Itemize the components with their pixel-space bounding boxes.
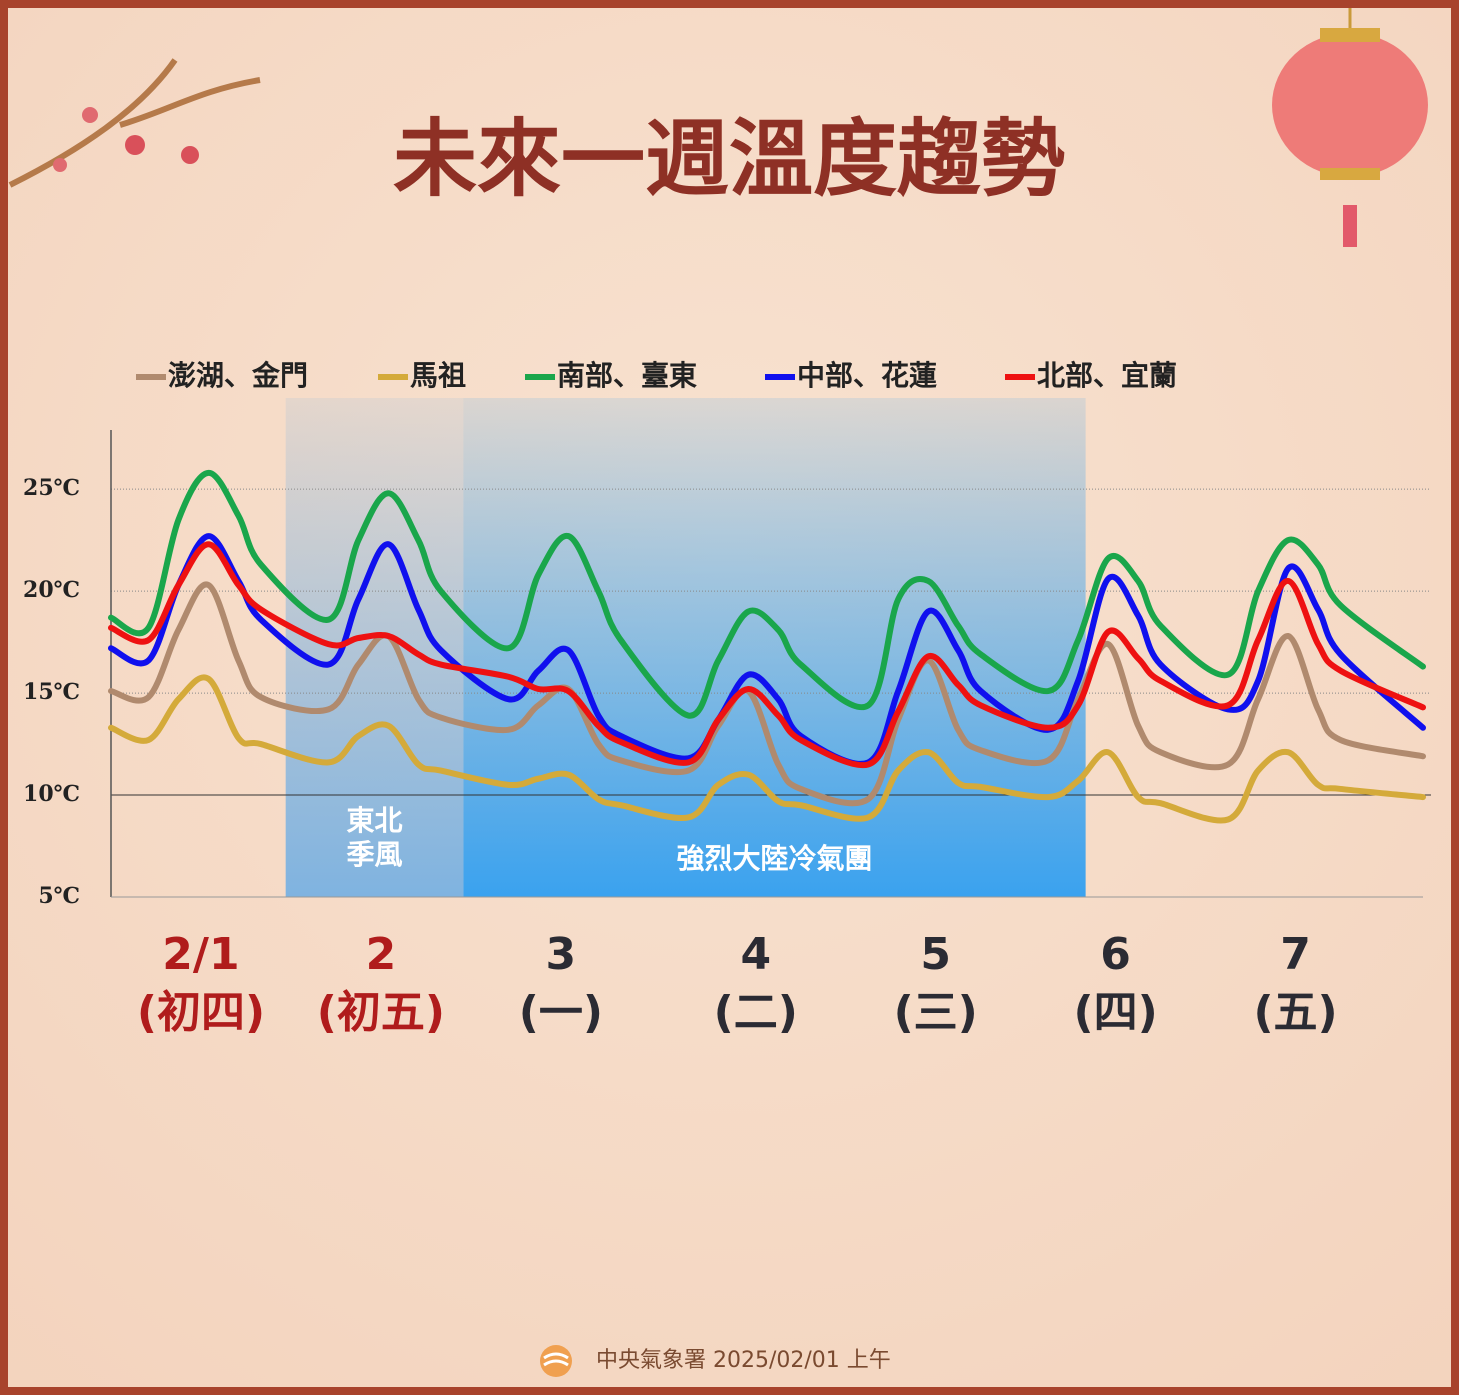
series-line bbox=[108, 581, 1426, 807]
y-tick-label: 25℃ bbox=[23, 475, 80, 501]
y-tick-label: 5℃ bbox=[38, 883, 80, 909]
band bbox=[463, 398, 1086, 897]
series-line bbox=[108, 674, 1426, 824]
x-tick-sublabel: (五) bbox=[1253, 987, 1337, 1038]
legend-label: 北部、宜蘭 bbox=[1037, 359, 1177, 392]
x-tick-sublabel: (初四) bbox=[137, 987, 265, 1038]
x-tick-label: 2/1 bbox=[162, 929, 239, 980]
x-tick-label: 4 bbox=[740, 929, 771, 980]
band-label: 強烈大陸冷氣團 bbox=[676, 842, 872, 875]
legend-label: 馬祖 bbox=[410, 359, 466, 392]
chart-title: 未來一週溫度趨勢 bbox=[393, 110, 1065, 208]
y-tick-label: 10℃ bbox=[23, 781, 80, 807]
x-tick-sublabel: (一) bbox=[519, 987, 603, 1038]
y-tick-label: 15℃ bbox=[23, 679, 80, 705]
footer-logo bbox=[540, 1345, 572, 1377]
band-label: 東北 bbox=[347, 804, 403, 837]
x-tick-label: 6 bbox=[1100, 929, 1131, 980]
series-line bbox=[108, 469, 1426, 719]
band-label: 季風 bbox=[347, 838, 403, 871]
x-tick-label: 3 bbox=[546, 929, 577, 980]
legend-label: 中部、花蓮 bbox=[797, 359, 937, 392]
footer: 中央氣象署 2025/02/01 上午 bbox=[596, 1348, 891, 1373]
x-tick-sublabel: (四) bbox=[1074, 987, 1158, 1038]
x-tick-label: 2 bbox=[366, 929, 397, 980]
x-tick-sublabel: (三) bbox=[894, 987, 978, 1038]
band bbox=[285, 398, 464, 897]
series-line bbox=[108, 533, 1426, 767]
series-line bbox=[108, 541, 1426, 769]
lantern bbox=[1272, 8, 1428, 247]
x-tick-label: 5 bbox=[920, 929, 951, 980]
x-tick-sublabel: (二) bbox=[714, 987, 798, 1038]
blossom-branch bbox=[8, 58, 261, 188]
x-tick-label: 7 bbox=[1280, 929, 1311, 980]
legend-label: 南部、臺東 bbox=[557, 359, 697, 392]
legend-label: 澎湖、金門 bbox=[168, 359, 308, 392]
y-tick-label: 20℃ bbox=[23, 577, 80, 603]
x-tick-sublabel: (初五) bbox=[317, 987, 445, 1038]
